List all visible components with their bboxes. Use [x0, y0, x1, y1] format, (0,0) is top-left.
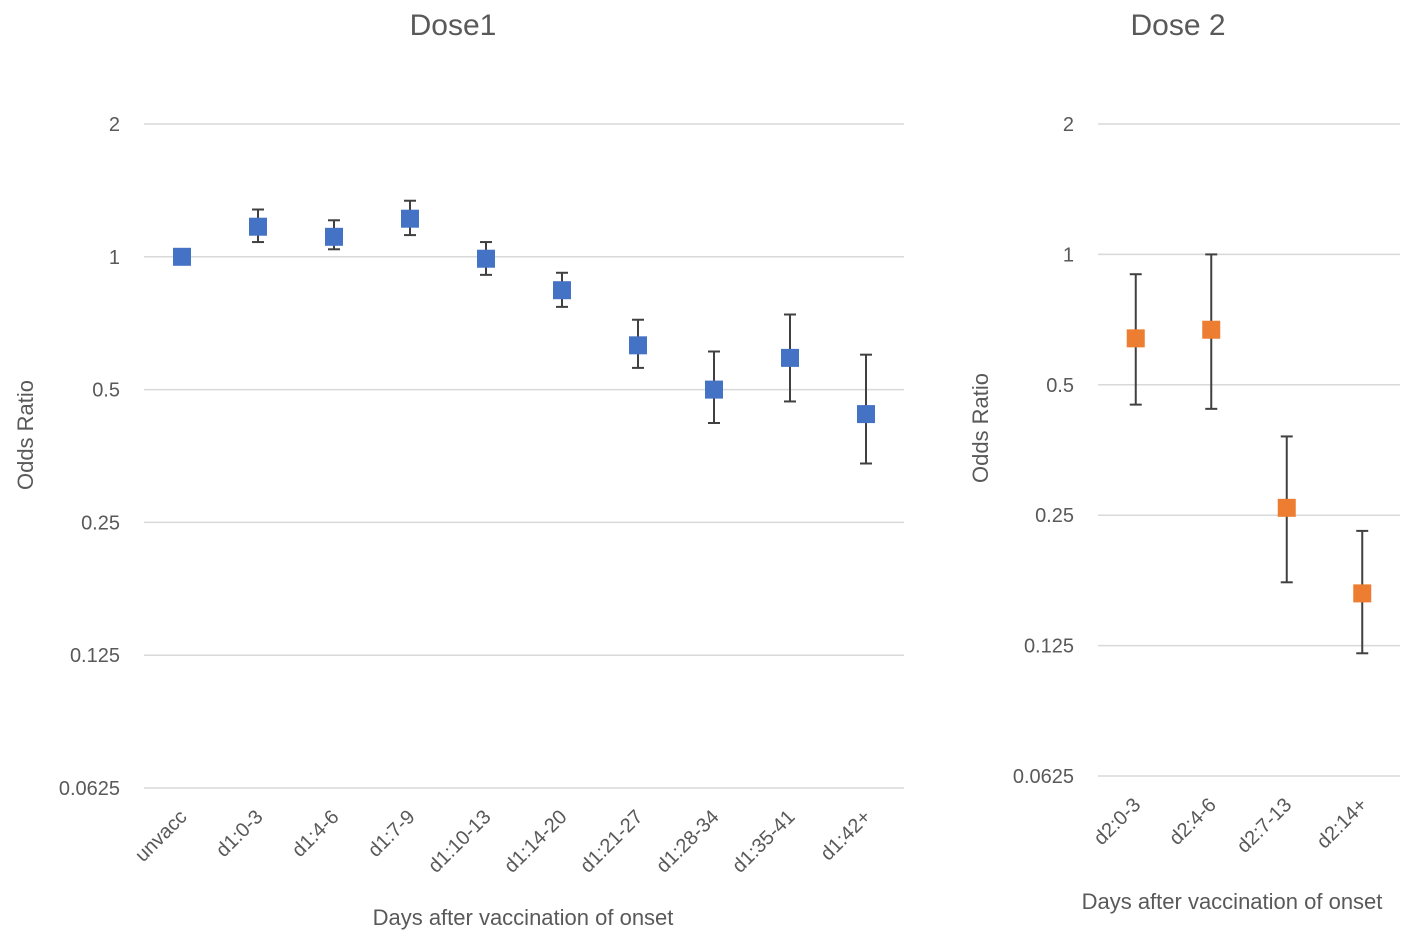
x-tick-label: d1:14-20: [500, 806, 571, 877]
x-tick-label: unvacc: [131, 806, 191, 866]
data-point: [781, 348, 799, 367]
y-tick-label: 0.25: [81, 512, 120, 534]
y-tick-label: 0.5: [1046, 375, 1074, 397]
x-axis-title: Days after vaccination of onset: [1082, 889, 1383, 914]
data-point: [1353, 584, 1372, 603]
data-point: [173, 247, 191, 266]
y-tick-label: 1: [1063, 244, 1074, 266]
x-tick-label: d2:14+: [1313, 794, 1372, 853]
x-tick-label: d1:0-3: [212, 806, 268, 862]
data-point: [1202, 320, 1221, 339]
data-point: [477, 249, 495, 268]
data-point: [1277, 498, 1296, 517]
y-tick-label: 2: [109, 114, 120, 136]
x-tick-label: d1:28-34: [652, 806, 723, 877]
chart-title: Dose 2: [1130, 9, 1225, 42]
data-point: [553, 281, 571, 300]
x-axis-title: Days after vaccination of onset: [373, 905, 674, 930]
data-point: [857, 405, 875, 424]
x-tick-label: d1:35-41: [728, 806, 799, 877]
data-point: [705, 380, 723, 399]
data-point: [401, 209, 419, 228]
y-tick-label: 0.125: [70, 645, 120, 667]
y-tick-label: 2: [1063, 114, 1074, 136]
x-tick-label: d1:21-27: [576, 806, 647, 877]
y-tick-label: 0.0625: [1013, 766, 1074, 788]
y-tick-label: 0.0625: [59, 778, 120, 800]
x-tick-label: d1:7-9: [364, 806, 420, 862]
y-axis-title: Odds Ratio: [13, 380, 38, 490]
data-point: [325, 227, 343, 246]
chart-title: Dose1: [410, 9, 497, 42]
y-tick-label: 1: [109, 247, 120, 269]
data-point: [1126, 329, 1145, 348]
x-tick-label: d1:4-6: [288, 806, 344, 862]
x-tick-label: d2:4-6: [1165, 794, 1221, 850]
x-tick-label: d1:10-13: [424, 806, 495, 877]
y-tick-label: 0.25: [1035, 505, 1074, 527]
x-tick-label: d2:7-13: [1233, 794, 1297, 858]
data-point: [629, 336, 647, 355]
y-tick-label: 0.125: [1024, 636, 1074, 658]
x-tick-label: d1:42+: [816, 806, 875, 865]
data-point: [249, 217, 267, 236]
x-tick-label: d2:0-3: [1090, 794, 1146, 850]
y-axis-title: Odds Ratio: [968, 373, 993, 483]
y-tick-label: 0.5: [92, 380, 120, 402]
